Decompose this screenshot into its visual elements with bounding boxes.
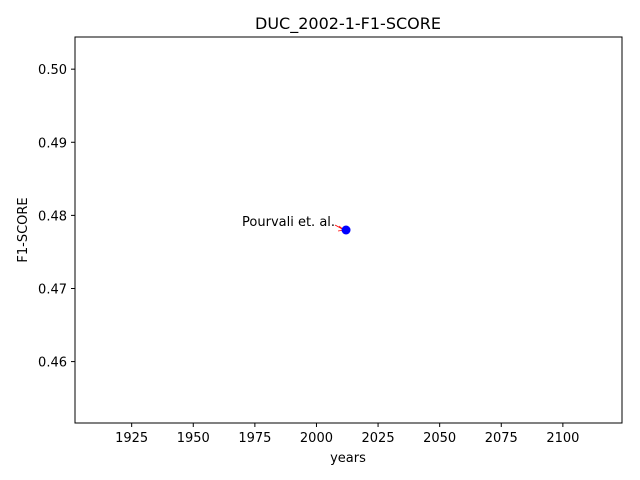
x-tick-label: 1950 <box>177 431 210 446</box>
y-tick-label: 0.46 <box>38 356 67 371</box>
chart-title: DUC_2002-1-F1-SCORE <box>255 14 441 34</box>
point-annotation-label: Pourvali et. al. <box>242 215 335 230</box>
y-tick-label: 0.49 <box>38 136 67 151</box>
x-axis: 1925 1950 1975 2000 2025 2050 2075 2100 <box>115 423 579 446</box>
x-axis-label: years <box>330 451 366 466</box>
x-tick-label: 1925 <box>115 431 148 446</box>
x-tick-label: 2075 <box>485 431 518 446</box>
plot-area <box>74 36 623 424</box>
data-point <box>341 225 351 235</box>
y-axis-label: F1-SCORE <box>16 197 31 262</box>
y-tick-label: 0.47 <box>38 282 67 297</box>
x-tick-label: 2100 <box>546 431 579 446</box>
y-axis: 0.46 0.47 0.48 0.49 0.50 <box>38 63 75 371</box>
x-tick-label: 1975 <box>238 431 271 446</box>
x-tick-label: 2000 <box>300 431 333 446</box>
y-tick-label: 0.48 <box>38 209 67 224</box>
data-marks: Pourvali et. al. <box>242 215 351 235</box>
x-tick-label: 2025 <box>362 431 395 446</box>
y-tick-label: 0.50 <box>38 63 67 78</box>
x-tick-label: 2050 <box>423 431 456 446</box>
